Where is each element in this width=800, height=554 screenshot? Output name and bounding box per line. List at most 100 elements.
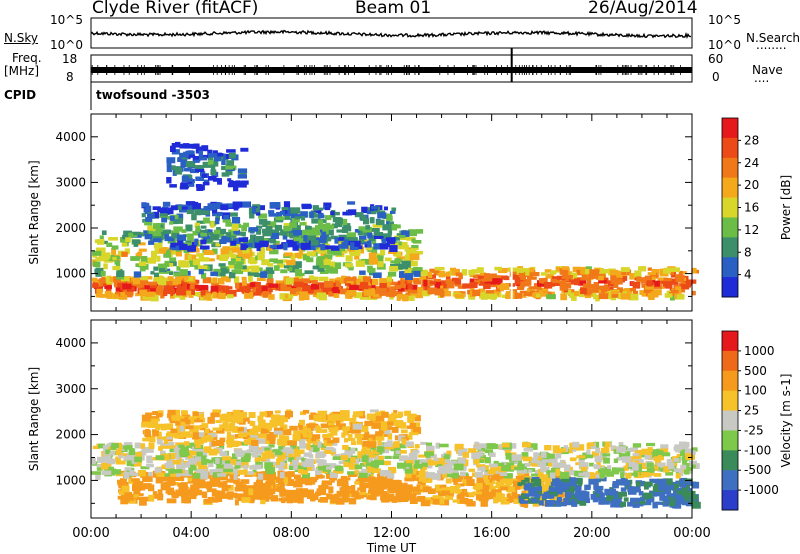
power-cell xyxy=(195,168,205,172)
power-cell xyxy=(472,289,481,297)
power-cell xyxy=(477,275,485,282)
power-cell xyxy=(321,231,327,236)
velocity-cell xyxy=(255,449,263,455)
power-cell xyxy=(115,285,123,292)
power-cell xyxy=(113,294,119,299)
velocity-cell xyxy=(380,421,389,427)
nsky-trace xyxy=(90,29,692,40)
velocity-cell xyxy=(165,433,173,440)
velocity-cell xyxy=(393,441,400,448)
power-cell xyxy=(540,272,547,276)
power-cell xyxy=(669,271,675,275)
power-cell xyxy=(407,283,413,290)
power-cell xyxy=(541,277,548,284)
power-cell xyxy=(205,258,215,262)
velocity-cell xyxy=(682,486,688,494)
power-cell xyxy=(308,232,314,238)
power-cell xyxy=(288,232,296,236)
power-cell xyxy=(330,261,336,269)
velocity-colorbar-swatch xyxy=(722,331,738,352)
power-cell xyxy=(218,263,226,267)
velocity-cell xyxy=(268,444,275,448)
velocity-cell xyxy=(178,458,184,463)
velocity-cell xyxy=(595,494,605,500)
power-cell xyxy=(234,204,240,209)
velocity-cell xyxy=(304,458,314,465)
velocity-cell xyxy=(277,452,286,460)
velocity-cell xyxy=(117,482,125,486)
velocity-cell xyxy=(173,447,179,453)
velocity-cell xyxy=(445,478,452,484)
power-cell xyxy=(324,254,333,258)
velocity-cell xyxy=(283,429,292,436)
power-cell xyxy=(145,205,151,211)
power-cell xyxy=(147,213,155,219)
power-cell xyxy=(104,253,110,261)
power-cell xyxy=(346,236,352,242)
velocity-cell xyxy=(566,496,574,502)
velocity-cell xyxy=(115,449,122,456)
velocity-cell xyxy=(612,481,619,486)
power-cell xyxy=(324,206,331,211)
velocity-cell xyxy=(366,413,375,420)
velocity-cell xyxy=(646,467,655,473)
power-cell xyxy=(390,210,396,214)
velocity-cell xyxy=(578,462,589,470)
velocity-cell xyxy=(344,438,349,443)
power-cell xyxy=(220,248,230,254)
power-cell xyxy=(346,283,351,287)
power-cell xyxy=(324,281,334,288)
power-cell xyxy=(346,232,357,238)
power-cell xyxy=(194,209,202,216)
velocity-cell xyxy=(185,425,194,430)
velocity-cell xyxy=(523,447,534,452)
velocity-cell xyxy=(398,455,409,462)
power-cell xyxy=(307,227,318,232)
date-title: 26/Aug/2014 xyxy=(588,0,698,18)
power-cell xyxy=(296,287,302,291)
power-cell xyxy=(335,237,345,241)
power-cell xyxy=(332,286,339,294)
velocity-cell xyxy=(143,472,151,479)
power-cell xyxy=(225,168,233,176)
velocity-cell xyxy=(184,416,191,423)
power-cell xyxy=(231,223,239,231)
velocity-cell xyxy=(148,442,155,449)
velocity-cell xyxy=(378,455,384,461)
power-cell xyxy=(153,223,161,229)
power-cell xyxy=(103,263,108,270)
velocity-cell xyxy=(226,431,232,437)
velocity-cell xyxy=(96,464,103,471)
velocity-cell xyxy=(599,471,606,479)
nsky-panel-frame xyxy=(90,17,693,49)
velocity-cell xyxy=(139,499,147,506)
velocity-cell xyxy=(268,490,274,496)
velocity-cell xyxy=(524,487,535,491)
velocity-cell xyxy=(501,465,511,472)
power-cell xyxy=(187,150,194,157)
power-cell xyxy=(348,209,357,216)
velocity-cell xyxy=(295,488,303,494)
power-cell xyxy=(544,269,552,273)
velocity-cell xyxy=(223,481,228,486)
velocity-cell xyxy=(207,416,215,424)
power-cell xyxy=(133,242,139,247)
power-cell xyxy=(610,277,620,284)
power-cell xyxy=(207,176,217,181)
velocity-colorbar-frame xyxy=(721,330,739,511)
velocity-cell xyxy=(420,466,427,470)
velocity-cell xyxy=(630,447,639,452)
power-cell xyxy=(289,265,300,273)
velocity-cell xyxy=(363,460,370,465)
velocity-cell xyxy=(199,466,209,473)
power-cell xyxy=(335,278,345,284)
power-cell xyxy=(404,244,409,252)
power-cell xyxy=(231,258,241,264)
velocity-cell xyxy=(283,452,289,457)
velocity-cell xyxy=(283,456,290,461)
velocity-cell xyxy=(528,469,533,473)
power-cell xyxy=(354,212,364,218)
velocity-cell xyxy=(328,486,334,493)
velocity-cell xyxy=(377,439,382,446)
power-cell xyxy=(481,278,491,282)
